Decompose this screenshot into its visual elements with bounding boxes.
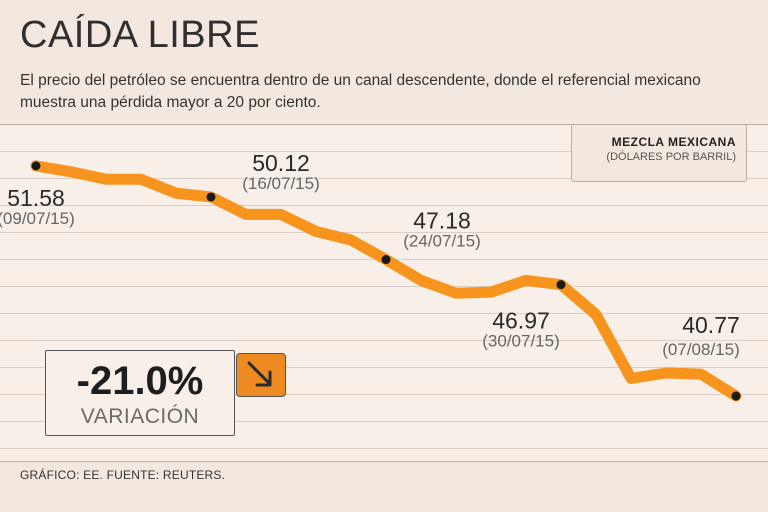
data-labels: 51.58(09/07/15) 50.12(16/07/15) 47.18(24/0…: [0, 150, 740, 359]
data-label-date-1: (16/07/15): [242, 174, 320, 193]
chart-title: CAÍDA LIBRE: [20, 14, 260, 56]
variation-box: -21.0% VARIACIÓN: [45, 350, 235, 436]
data-markers: [31, 161, 741, 401]
source-footer: GRÁFICO: EE. FUENTE: REUTERS.: [20, 468, 226, 482]
arrow-down-right-icon: [236, 353, 286, 397]
data-point-0: [31, 161, 41, 171]
legend-subtitle: (DÓLARES POR BARRIL): [606, 151, 736, 163]
data-label-date-2: (24/07/15): [403, 232, 481, 251]
data-label-date-0: (09/07/15): [0, 209, 75, 228]
line-chart: 51.58(09/07/15) 50.12(16/07/15) 47.18(24/0…: [0, 150, 742, 402]
chart-subtitle: El precio del petróleo se encuentra dent…: [20, 72, 701, 111]
data-label-value-3: 46.97: [492, 308, 550, 334]
data-point-4: [731, 391, 741, 401]
data-label-date-3: (30/07/15): [482, 332, 560, 351]
legend-title: MEZCLA MEXICANA: [611, 135, 736, 149]
data-label-date-4: (07/08/15): [662, 340, 740, 359]
data-point-2: [381, 255, 391, 265]
variation-value: -21.0%: [76, 359, 204, 403]
variation-label: VARIACIÓN: [80, 405, 200, 428]
data-label-value-2: 47.18: [413, 208, 471, 234]
data-label-value-1: 50.12: [252, 150, 310, 176]
legend-box: MEZCLA MEXICANA (DÓLARES POR BARRIL): [571, 124, 747, 182]
data-label-value-4: 40.77: [682, 312, 740, 338]
data-point-3: [556, 280, 566, 290]
data-point-1: [206, 192, 216, 202]
data-label-value-0: 51.58: [7, 185, 65, 211]
